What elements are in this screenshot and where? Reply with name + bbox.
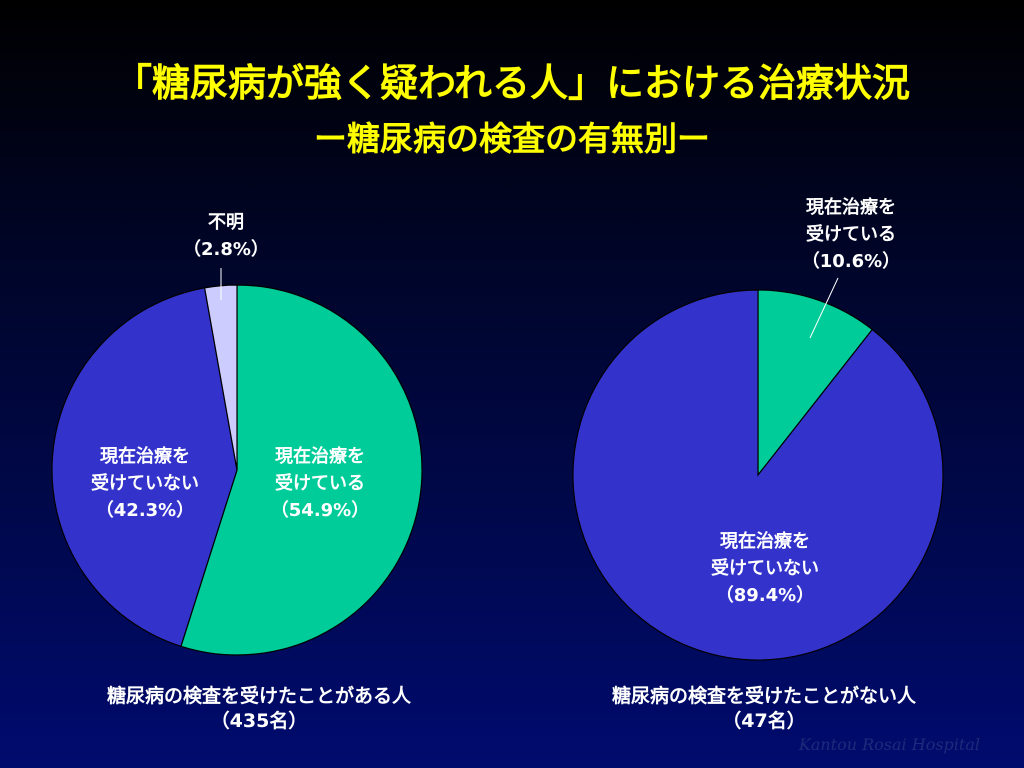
chart-caption-tested: 糖尿病の検査を受けたことがある人 （435名） bbox=[29, 684, 489, 734]
label-leader-line bbox=[809, 277, 839, 339]
chart-caption-untested: 糖尿病の検査を受けたことがない人 （47名） bbox=[534, 684, 994, 734]
pie-slice-label: 現在治療を受けている（10.6%） bbox=[802, 196, 900, 272]
pie-slice bbox=[572, 289, 944, 661]
pie-slice-label: 現在治療を受けている（54.9%） bbox=[271, 445, 369, 521]
chart-caption-tested-line2: （435名） bbox=[210, 710, 308, 732]
pie-slice-label: 現在治療を受けていない（42.3%） bbox=[91, 445, 199, 521]
hospital-watermark: Kantou Rosai Hospital bbox=[798, 735, 980, 754]
chart-caption-tested-line1: 糖尿病の検査を受けたことがある人 bbox=[106, 685, 411, 707]
slide-subtitle: ー糖尿病の検査の有無別ー bbox=[314, 119, 710, 158]
pie-slice-label: 不明（2.8%） bbox=[183, 212, 269, 260]
chart-caption-untested-line2: （47名） bbox=[722, 710, 806, 732]
pie-chart-untested: 現在治療を受けている（10.6%） 現在治療を受けていない（89.4%） bbox=[572, 196, 944, 661]
chart-caption-untested-line1: 糖尿病の検査を受けたことがない人 bbox=[611, 685, 916, 707]
slide-title: 「糖尿病が強く疑われる人」における治療状況 bbox=[113, 61, 911, 105]
pie-slice bbox=[51, 287, 238, 648]
pie-chart-tested: 現在治療を受けている（54.9%） 現在治療を受けていない（42.3%） 不明（2.… bbox=[51, 212, 423, 656]
pie-slice bbox=[180, 284, 423, 656]
pie-slice-label: 現在治療を受けていない（89.4%） bbox=[711, 530, 819, 606]
pie-slice bbox=[757, 289, 874, 477]
